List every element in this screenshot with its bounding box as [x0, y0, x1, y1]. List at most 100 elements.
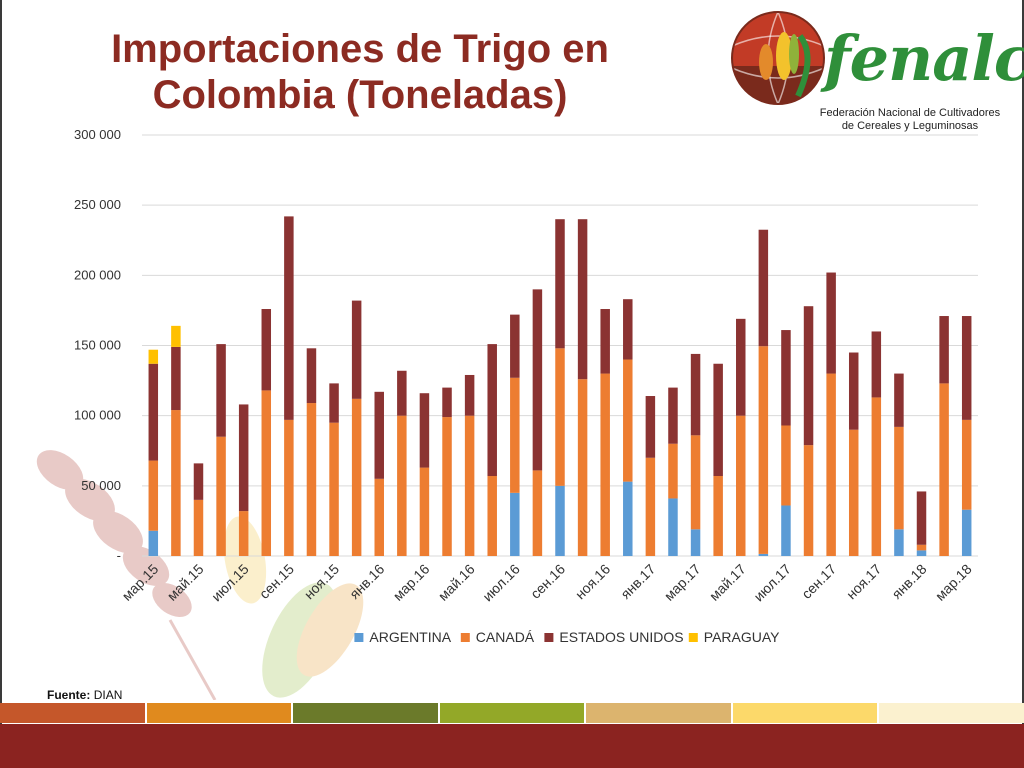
legend-swatch	[544, 633, 554, 642]
x-tick-label: май.16	[435, 561, 478, 604]
bar-segment	[397, 370, 407, 416]
bar-segment	[894, 426, 904, 530]
bar-segment	[397, 415, 407, 556]
bar-segment	[758, 553, 769, 556]
bar-segment	[555, 485, 565, 556]
legend-item: ARGENTINA	[354, 629, 452, 645]
bar-segment	[961, 419, 972, 510]
bar-segment	[961, 509, 972, 556]
bar-segment	[419, 393, 430, 468]
bar-segment	[238, 404, 249, 512]
legend-label: ESTADOS UNIDOS	[559, 629, 683, 645]
bar-segment	[803, 445, 814, 556]
bar-segment	[736, 318, 746, 416]
legend-swatch	[460, 633, 470, 642]
bar-segment	[645, 457, 656, 556]
bar-segment	[148, 363, 159, 461]
bar-segment	[306, 348, 317, 404]
y-tick-label: -	[117, 548, 121, 563]
bar-segment	[645, 396, 656, 458]
color-stripe-band	[0, 703, 1024, 723]
bar-segment	[555, 219, 565, 349]
bar-segment	[781, 330, 791, 426]
legend-item: PARAGUAY	[688, 629, 780, 645]
bar-segment	[261, 390, 272, 556]
bar-segment	[871, 397, 882, 556]
y-tick-label: 50 000	[81, 478, 121, 493]
legend-label: ARGENTINA	[369, 629, 451, 645]
bar-segment	[939, 316, 949, 384]
legend-label: CANADÁ	[476, 629, 535, 645]
bar-segment	[713, 476, 723, 556]
bar-segment	[510, 377, 520, 493]
x-tick-label: мар.18	[932, 561, 975, 604]
bar-segment	[668, 387, 678, 444]
legend-swatch	[354, 633, 364, 642]
bar-segment	[171, 410, 181, 556]
bar-segment	[894, 529, 904, 556]
x-tick-label: июл.16	[479, 561, 523, 605]
y-tick-label: 150 000	[74, 338, 121, 353]
bar-segment	[555, 348, 565, 486]
y-tick-label: 200 000	[74, 267, 121, 282]
x-tick-label: мар.17	[661, 561, 704, 604]
bar-segment	[532, 289, 543, 471]
bar-segment	[374, 391, 384, 479]
bar-segment	[916, 544, 927, 551]
x-tick-label: ноя.16	[572, 561, 614, 603]
bar-segment	[668, 498, 678, 556]
bar-segment	[894, 373, 904, 427]
bar-segment	[623, 359, 633, 482]
bar-segment	[171, 325, 181, 347]
bar-segment	[803, 306, 814, 446]
bar-segment	[961, 316, 972, 420]
bar-segment	[758, 229, 769, 347]
color-stripe-1	[0, 703, 145, 723]
bar-segment	[284, 216, 294, 420]
bar-segment	[374, 478, 384, 556]
bar-segment	[261, 309, 272, 391]
bar-segment	[329, 383, 339, 423]
title-line-1: Importaciones de Trigo en	[111, 27, 609, 71]
bar-segment	[690, 529, 701, 556]
bar-segment	[758, 346, 769, 554]
bar-segment	[464, 374, 475, 416]
bar-segment	[464, 415, 475, 556]
bar-segment	[487, 344, 497, 477]
logo-subtitle-line-1: Federación Nacional de Cultivadores	[819, 107, 1001, 119]
bar-segment	[216, 344, 226, 437]
bar-segment	[736, 415, 746, 556]
color-stripe-5	[586, 703, 731, 723]
bar-segment	[781, 425, 791, 506]
legend-item: CANADÁ	[460, 629, 535, 645]
bar-segment	[487, 476, 497, 556]
imports-chart: 300 000 250 000 200 000 150 000 100 000 50 00…	[36, 127, 978, 700]
bar-segment	[442, 387, 452, 418]
bar-segment	[238, 511, 249, 556]
bar-segment	[306, 403, 317, 556]
color-stripe-6	[732, 703, 878, 723]
bar-segment	[148, 349, 159, 364]
color-stripe-4	[439, 703, 585, 723]
legend-label: PARAGUAY	[704, 629, 780, 645]
bar-segment	[532, 470, 543, 556]
footer-band	[0, 724, 1024, 768]
source-note: Fuente: DIAN	[47, 688, 122, 702]
x-tick-label: июл.17	[750, 561, 794, 605]
bar-segment	[848, 429, 859, 556]
logo-subtitle-line-2: de Cereales y Leguminosas	[841, 120, 979, 132]
source-label: Fuente:	[47, 688, 91, 702]
bar-segment	[916, 491, 927, 545]
title-line-2: Colombia (Toneladas)	[152, 73, 568, 117]
slide-border-left	[0, 0, 2, 768]
y-tick-label: 100 000	[74, 408, 121, 423]
bar-segment	[871, 331, 882, 398]
bar-segment	[351, 398, 362, 556]
bar-segment	[171, 346, 181, 411]
bar-segment	[577, 219, 588, 380]
bar-segment	[781, 505, 791, 556]
bar-segment	[623, 299, 633, 360]
color-stripe-7	[879, 703, 1024, 723]
x-tick-label: янв.17	[617, 561, 658, 602]
bar-segment	[600, 373, 610, 556]
